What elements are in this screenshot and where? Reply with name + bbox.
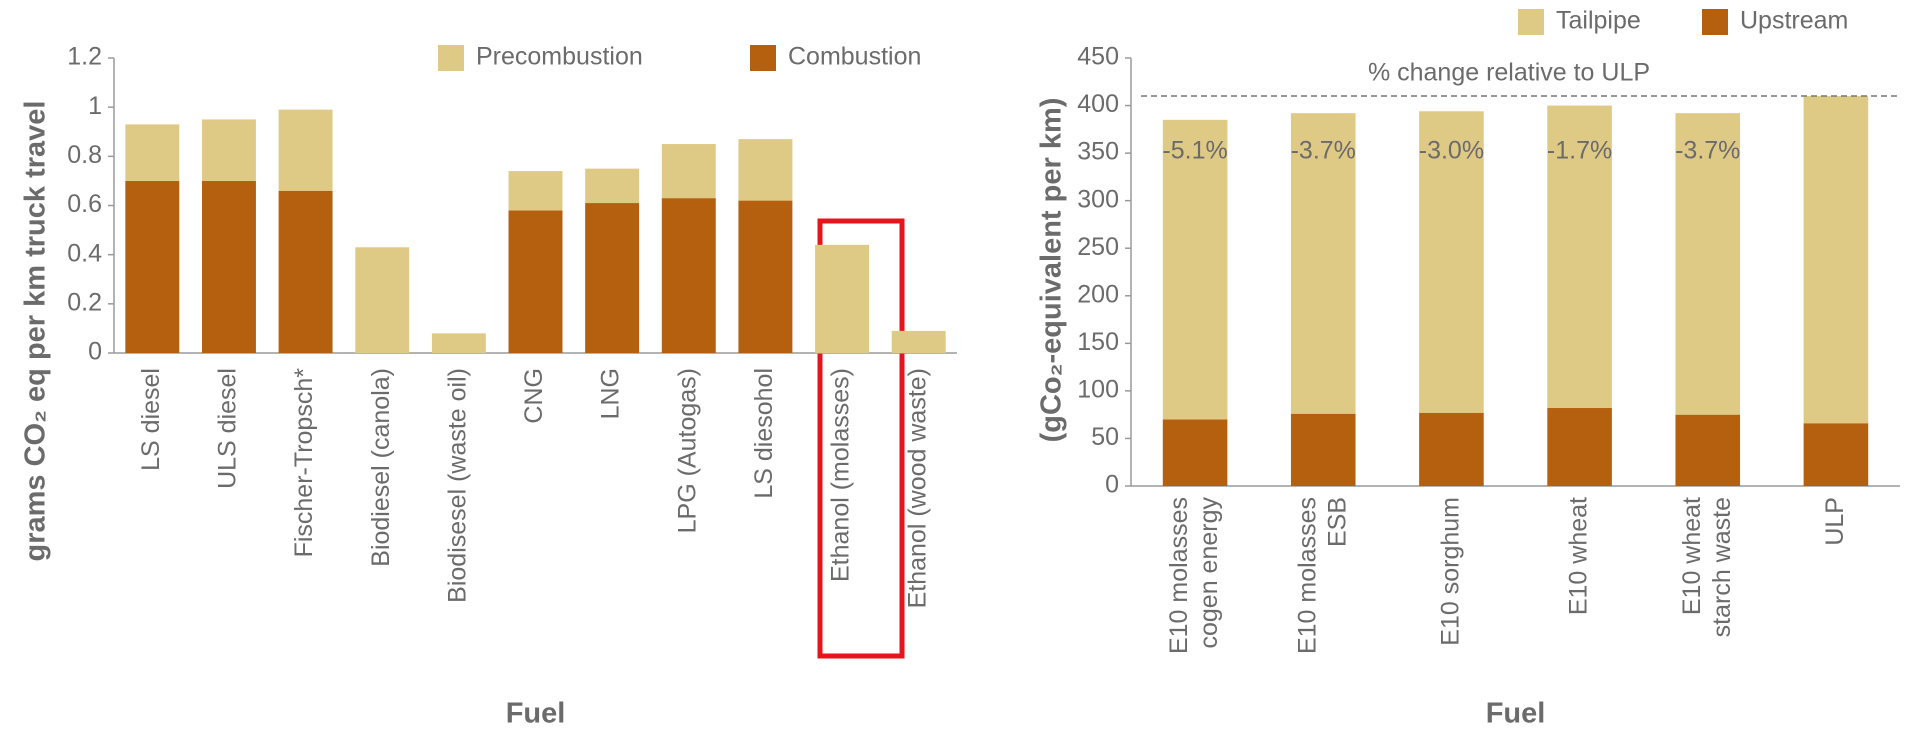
y-tick-label: 50 [1091,423,1119,451]
x-tick-label: CNG [520,368,548,424]
bar-segment [661,144,716,199]
y-tick-label: 400 [1077,90,1119,118]
bar-segment [278,190,333,353]
y-tick-label: 0 [1105,471,1119,499]
bar-segment [815,244,870,353]
x-tick-label-line: ULP [1821,497,1849,546]
x-tick-label: Biodiesel (canola) [367,368,395,567]
bar-segment [431,333,486,353]
annotation: -5.1% [1162,137,1227,165]
y-tick-label: 350 [1077,138,1119,166]
annotation: -3.0% [1419,137,1484,165]
y-tick-label: 0.4 [67,239,102,267]
x-tick-label: E10 sorghum [1436,497,1464,646]
annotation: -3.7% [1675,137,1740,165]
x-tick-label: E10 wheatstarch waste [1677,497,1735,637]
legend-swatch [750,45,776,71]
y-tick-label: 1 [88,92,102,120]
x-tick-label-line: E10 molasses [1293,497,1321,654]
bar-segment [1290,113,1356,414]
highlight-box [817,218,905,659]
x-tick-label-line: cogen energy [1195,497,1223,649]
bar-segment [1547,408,1612,486]
y-tick-label: 100 [1077,375,1119,403]
x-tick-label-line: E10 wheat [1564,497,1592,615]
bar-segment [125,180,180,353]
bar-segment [891,330,946,353]
bar-segment [1547,105,1612,409]
legend-label: Precombustion [476,43,643,71]
x-tick-label-line: starch waste [1707,497,1735,637]
x-tick-label: LS diesel [137,368,165,471]
y-tick-label: 200 [1077,280,1119,308]
legend-label: Tailpipe [1556,7,1641,35]
x-tick-label: E10 molassescogen energy [1165,497,1223,655]
x-axis-title: Fuel [1486,698,1546,729]
bar-segment [508,171,563,211]
bar-segment [585,168,640,204]
y-tick-label: 0.6 [67,190,102,218]
x-tick-label: LS diesohol [750,368,778,499]
x-tick-label: E10 molassesESB [1293,497,1351,654]
bar-segment [201,119,256,181]
annotation: -3.7% [1291,137,1356,165]
bar-segment [355,247,410,353]
x-tick-label: Ethanol (molasses) [827,368,855,582]
x-tick-label: LNG [597,368,625,419]
y-tick-label: 0.2 [67,288,102,316]
x-tick-label-line: E10 wheat [1677,497,1705,615]
bar-segment [738,139,793,201]
bar-segment [1803,423,1869,486]
bar-segment [201,180,256,353]
bar-segment [278,109,333,191]
y-tick-label: 450 [1077,43,1119,71]
x-tick-label-line: E10 molasses [1165,497,1193,654]
x-tick-label: Ethanol (wood waste) [903,368,931,608]
y-tick-label: 150 [1077,328,1119,356]
bar-segment [1803,96,1869,424]
y-axis-title: (gCo₂-equivalent per km) [1036,98,1068,443]
legend-label: Combustion [788,43,921,71]
bar-segment [1162,419,1228,486]
x-axis-title: Fuel [506,698,566,729]
bar-segment [585,203,640,353]
bar-segment [1162,119,1228,420]
bar-segment [1419,412,1484,486]
bar-segment [1675,113,1741,415]
bar-segment [508,210,563,353]
annotation: -1.7% [1547,137,1612,165]
bar-segment [1675,414,1741,486]
bar-segment [1419,111,1484,413]
x-tick-label: ULS diesel [214,368,242,489]
bar-segment [125,124,180,181]
bar-segment [1290,413,1356,486]
y-tick-label: 1.2 [67,43,102,71]
y-tick-label: 0.8 [67,141,102,169]
bar-segment [661,198,716,353]
y-tick-label: 300 [1077,185,1119,213]
x-tick-label: E10 wheat [1564,497,1592,615]
legend-swatch [1518,9,1544,35]
y-tick-label: 250 [1077,233,1119,261]
x-tick-label-line: E10 sorghum [1436,497,1464,646]
x-tick-label: LPG (Autogas) [673,368,701,533]
y-tick-label: 0 [88,338,102,366]
legend-label: Upstream [1740,7,1848,35]
legend-swatch [438,45,464,71]
x-tick-label: ULP [1821,497,1849,546]
x-tick-label: Fischer-Tropsch* [290,368,318,558]
x-tick-label-line: ESB [1323,497,1351,547]
x-tick-label: Biodisesel (waste oil) [443,368,471,603]
reference-label: % change relative to ULP [1368,59,1650,87]
bar-segment [738,200,793,353]
y-axis-title: grams CO₂ eq per km truck travel [20,101,52,562]
legend-swatch [1702,9,1728,35]
